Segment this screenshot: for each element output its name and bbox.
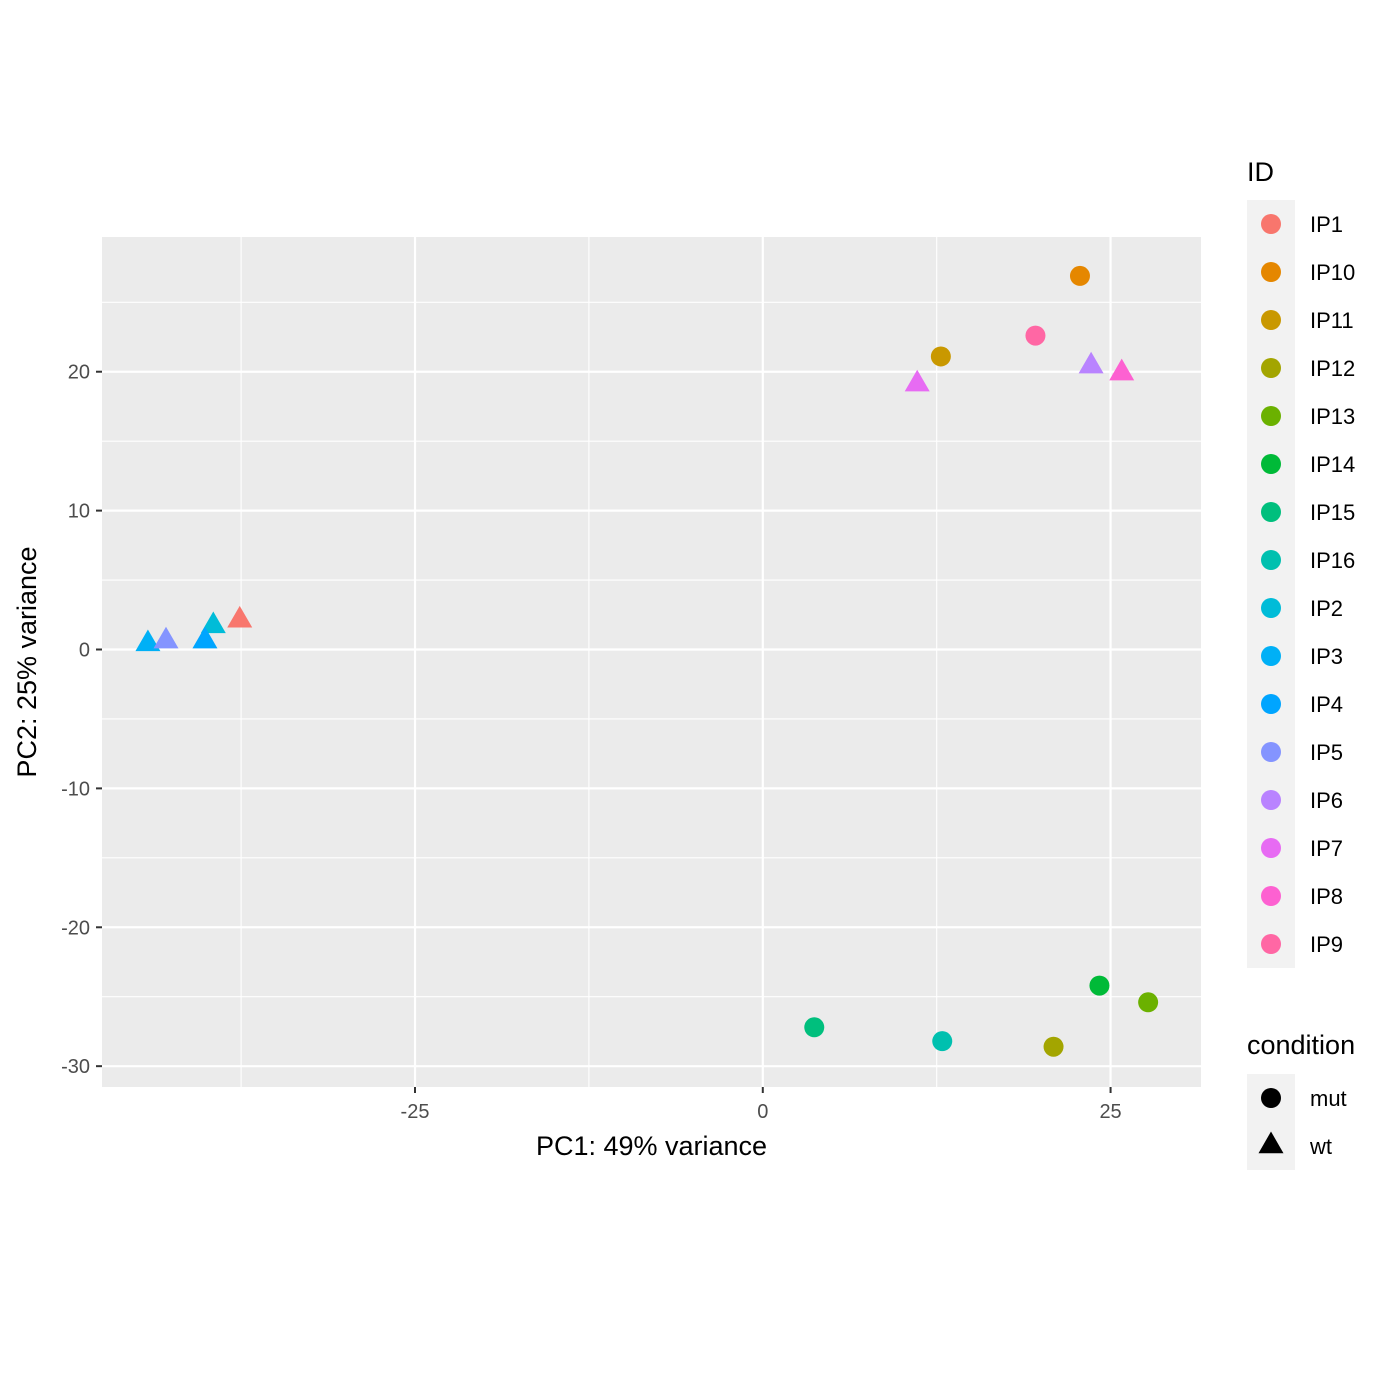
y-axis: -30 -20 -10 0 10 20 — [61, 362, 102, 1078]
y-tick-label: -30 — [61, 1056, 90, 1078]
condition-legend-title: condition — [1247, 1030, 1355, 1060]
point-ip12-mut — [1043, 1036, 1064, 1057]
id-legend-label-ip2: IP2 — [1310, 596, 1343, 621]
id-legend-key-ip6 — [1261, 790, 1281, 810]
x-tick-label: 0 — [757, 1101, 768, 1123]
id-legend-key-ip15 — [1261, 502, 1281, 522]
y-tick-label: 10 — [68, 501, 90, 523]
id-legend-label-ip1: IP1 — [1310, 212, 1343, 237]
y-tick-label: 0 — [79, 640, 90, 662]
major-gridlines — [102, 237, 1201, 1087]
condition-legend-label-mut: mut — [1310, 1086, 1347, 1111]
x-axis-title: PC1: 49% variance — [536, 1131, 767, 1161]
x-axis: -25 0 25 — [401, 1087, 1122, 1123]
id-legend-key-ip12 — [1261, 358, 1281, 378]
condition-legend-key-mut — [1261, 1088, 1281, 1108]
id-legend-label-ip13: IP13 — [1310, 404, 1355, 429]
y-tick-label: -10 — [61, 778, 90, 800]
point-ip7-wt — [904, 369, 930, 392]
id-legend-key-ip13 — [1261, 406, 1281, 426]
id-legend-label-ip14: IP14 — [1310, 452, 1355, 477]
id-legend-key-ip3 — [1261, 646, 1281, 666]
id-legend-label-ip12: IP12 — [1310, 356, 1355, 381]
x-tick-label: 25 — [1099, 1101, 1121, 1123]
y-tick-label: 20 — [68, 362, 90, 384]
data-points — [135, 265, 1159, 1057]
id-legend-label-ip10: IP10 — [1310, 260, 1355, 285]
point-ip15-mut — [804, 1017, 825, 1038]
id-legend-label-ip3: IP3 — [1310, 644, 1343, 669]
id-legend-label-ip4: IP4 — [1310, 692, 1343, 717]
point-ip9-mut — [1025, 325, 1046, 346]
point-ip3-wt — [135, 629, 161, 652]
id-legend-key-ip4 — [1261, 694, 1281, 714]
point-ip16-mut — [932, 1031, 953, 1052]
id-legend-label-ip16: IP16 — [1310, 548, 1355, 573]
id-legend-key-ip10 — [1261, 262, 1281, 282]
id-legend-label-ip15: IP15 — [1310, 500, 1355, 525]
plot-panel — [102, 237, 1201, 1087]
point-ip8-wt — [1109, 358, 1135, 381]
id-legend-key-ip7 — [1261, 838, 1281, 858]
id-legend-label-ip5: IP5 — [1310, 740, 1343, 765]
condition-legend: condition mut wt — [1247, 1030, 1355, 1170]
point-ip1-wt — [227, 605, 253, 628]
x-tick-label: -25 — [401, 1101, 430, 1123]
condition-legend-label-wt: wt — [1309, 1134, 1332, 1159]
point-ip6-wt — [1078, 351, 1104, 374]
id-legend-key-ip1 — [1261, 214, 1281, 234]
id-legend-label-ip7: IP7 — [1310, 836, 1343, 861]
point-ip11-mut — [930, 346, 951, 367]
id-legend-key-ip8 — [1261, 886, 1281, 906]
y-axis-title: PC2: 25% variance — [12, 546, 42, 777]
y-tick-label: -20 — [61, 917, 90, 939]
point-ip10-mut — [1069, 265, 1090, 286]
point-ip4-wt — [192, 626, 218, 649]
id-legend-key-ip14 — [1261, 454, 1281, 474]
id-legend-key-ip2 — [1261, 598, 1281, 618]
id-legend-title: ID — [1247, 157, 1274, 187]
point-ip13-mut — [1138, 992, 1159, 1013]
id-legend-label-ip6: IP6 — [1310, 788, 1343, 813]
point-ip2-wt — [200, 611, 226, 634]
id-legend-key-ip11 — [1261, 310, 1281, 330]
condition-legend-key-wt — [1258, 1131, 1284, 1154]
id-legend-label-ip8: IP8 — [1310, 884, 1343, 909]
id-legend-label-ip11: IP11 — [1310, 308, 1354, 333]
minor-gridlines — [102, 237, 1201, 1087]
id-legend-key-ip16 — [1261, 550, 1281, 570]
id-legend-key-ip5 — [1261, 742, 1281, 762]
id-legend: ID IP1 IP10 IP11 IP12 IP13 IP14 IP15 IP16 IP2 IP3… — [1247, 157, 1355, 968]
id-legend-label-ip9: IP9 — [1310, 932, 1343, 957]
point-ip5-wt — [153, 626, 179, 649]
point-ip14-mut — [1089, 975, 1110, 996]
id-legend-key-ip9 — [1261, 934, 1281, 954]
